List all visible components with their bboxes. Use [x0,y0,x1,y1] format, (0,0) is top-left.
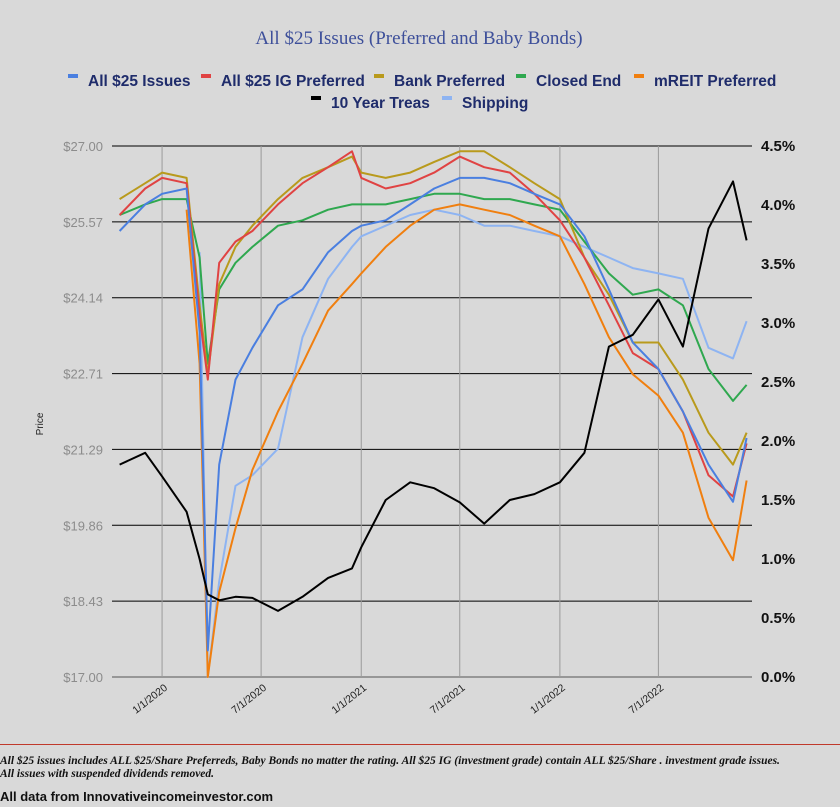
legend-item: mREIT Preferred [634,73,776,90]
series-line-10-year-treas [119,180,748,612]
legend-label: All $25 Issues [88,73,191,90]
legend-label: Shipping [462,95,528,112]
series-lines [118,150,748,678]
series-line-all-25-ig-preferred [118,150,748,498]
y2-tick-label: 2.0% [761,433,795,450]
series-line-all-25-issues [118,176,748,652]
y-tick-label: $24.14 [63,291,103,306]
y-axis-label: Price [35,412,46,435]
y2-tick-label: 0.5% [761,610,795,627]
y2-tick-label: 3.5% [761,256,795,273]
x-axis: 1/1/2020 7/1/2020 1/1/2021 7/1/2021 1/1/2022… [130,682,666,717]
y-tick-label: $18.43 [63,594,103,609]
y-tick-label: $27.00 [63,139,103,154]
legend-swatch [311,96,321,100]
legend-item: All $25 Issues [68,73,191,90]
legend-label: 10 Year Treas [331,95,430,112]
legend-label: All $25 IG Preferred [221,73,365,90]
legend-label: Closed End [536,73,621,90]
x-tick-label: 1/1/2022 [528,682,568,717]
y-axis: $17.00 $18.43 $19.86 $21.29 $22.71 $24.14 $25.… [63,139,103,685]
x-tick-label: 7/1/2022 [627,682,667,717]
series-line-shipping [198,208,748,678]
legend-item: 10 Year Treas [311,95,430,112]
legend: All $25 Issues All $25 IG Preferred Bank P… [68,73,776,112]
y-tick-label: $19.86 [63,518,103,533]
x-tick-label: 7/1/2020 [229,682,269,717]
legend-item: Closed End [516,73,621,90]
legend-swatch [516,74,526,78]
x-tick-label: 1/1/2021 [330,682,370,717]
legend-swatch [634,74,644,78]
y-tick-label: $21.29 [63,442,103,457]
legend-swatch [201,74,211,78]
y-tick-label: $17.00 [63,670,103,685]
legend-item: All $25 IG Preferred [201,73,365,90]
legend-label: Bank Preferred [394,73,505,90]
legend-swatch [374,74,384,78]
y-tick-label: $22.71 [63,367,103,382]
grid [112,145,752,678]
source-credit: All data from Innovativeincomeinvestor.c… [0,789,274,804]
y2-tick-label: 3.0% [761,315,795,332]
y2-tick-label: 0.0% [761,669,795,686]
y2-tick-label: 2.5% [761,374,795,391]
y2-tick-label: 4.0% [761,197,795,214]
footer: All $25 issues includes ALL $25/Share Pr… [0,744,840,807]
y-tick-label: $25.57 [63,215,103,230]
x-tick-label: 1/1/2020 [130,682,170,717]
legend-swatch [442,96,452,100]
y2-tick-label: 1.5% [761,492,795,509]
x-tick-label: 7/1/2021 [428,682,468,717]
y2-tick-label: 4.5% [761,138,795,155]
legend-swatch [68,74,78,78]
y2-axis: 0.0% 0.5% 1.0% 1.5% 2.0% 2.5% 3.0% 3.5% 4.0% 4.5% [761,138,795,686]
series-line-closed-end [119,192,748,402]
series-line-mreit-preferred [185,203,748,678]
chart: All $25 Issues (Preferred and Baby Bonds… [35,28,795,717]
chart-title: All $25 Issues (Preferred and Baby Bonds… [255,28,582,49]
legend-item: Bank Preferred [374,73,505,90]
legend-item: Shipping [442,95,528,112]
legend-label: mREIT Preferred [654,73,776,90]
y2-tick-label: 1.0% [761,551,795,568]
footnote: All $25 issues includes ALL $25/Share Pr… [0,755,780,780]
